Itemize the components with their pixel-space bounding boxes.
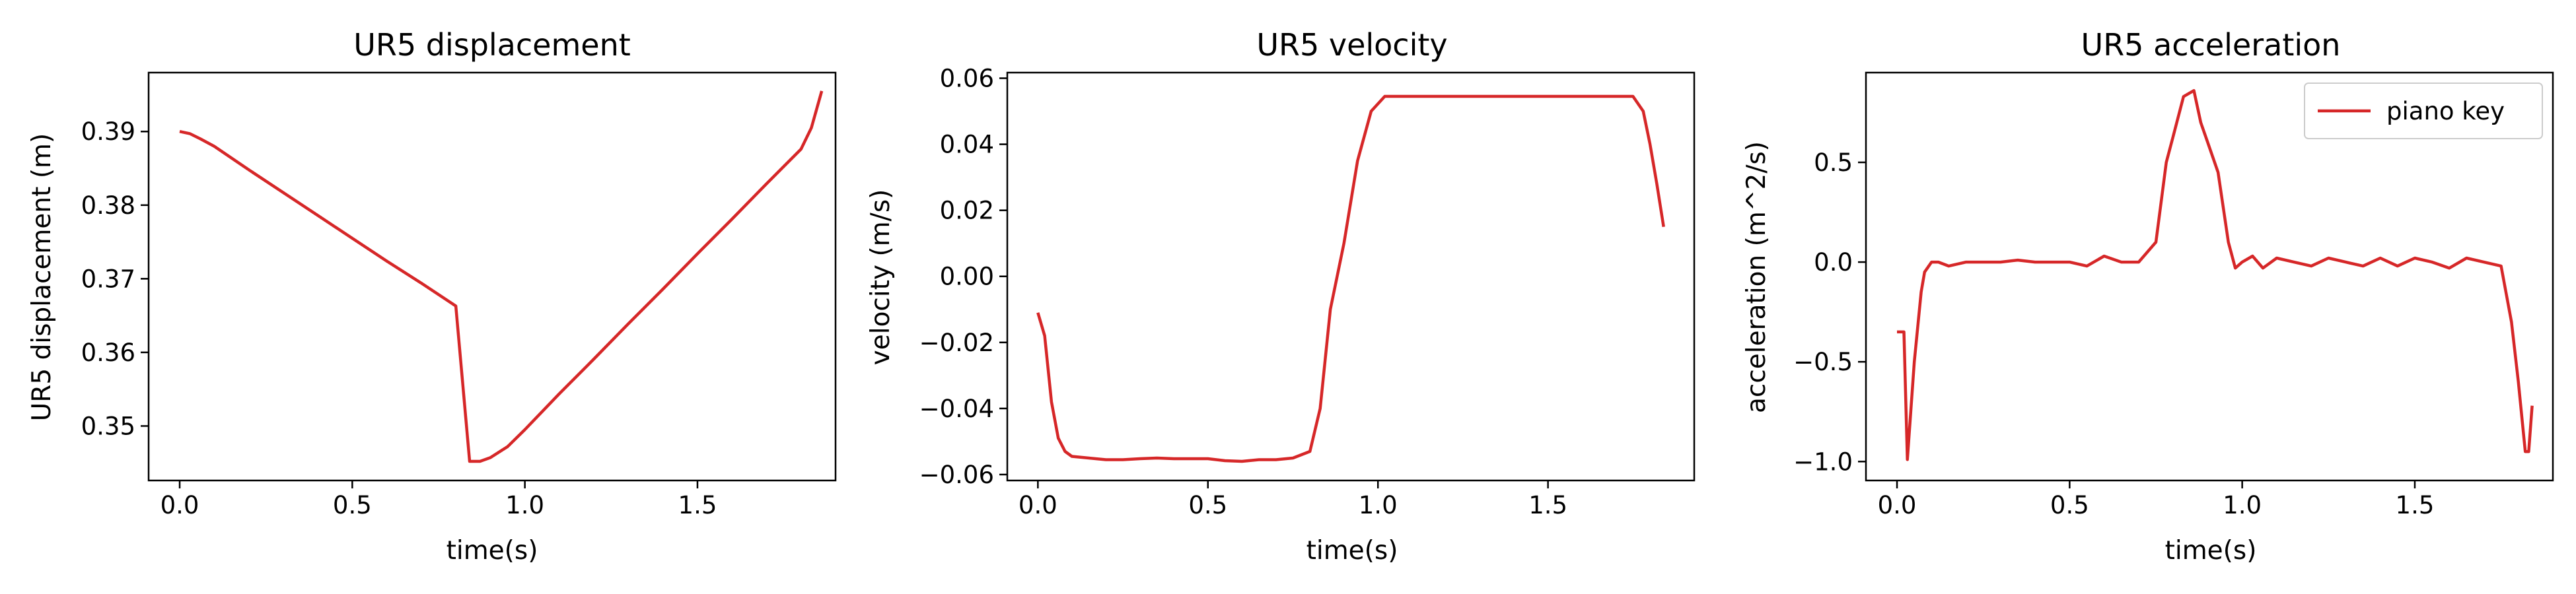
plot-frame [1006,71,1696,482]
legend-label: piano key [2386,97,2505,125]
y-tick-label: 0.00 [940,263,994,291]
x-tick-label: 1.5 [678,491,717,519]
x-tick-label: 0.0 [161,491,199,519]
y-axis-label: UR5 displacement (m) [27,133,57,422]
y-tick-label: −0.06 [919,461,994,489]
x-axis-label: time(s) [447,536,538,566]
y-tick-label: 0.02 [940,197,994,225]
series-line [1897,88,2534,461]
y-ticks: −1.0 −0.5 0.0 0.5 [1793,148,1866,476]
acceleration-panel: UR5 acceleration time(s) acceleration (m… [1742,27,2554,566]
legend-box [2304,82,2543,139]
plot-frame [147,71,837,482]
chart-title: UR5 acceleration [2081,27,2341,63]
plot-frame [1865,71,2554,482]
y-tick-label: 0.35 [81,412,135,440]
series-line [179,90,824,463]
series-group [179,90,824,463]
y-tick-label: −0.02 [919,329,994,357]
y-tick-label: 0.39 [81,117,135,146]
chart-title: UR5 displacement [353,27,631,63]
y-tick-label: 0.06 [940,65,994,93]
y-tick-label: 0.04 [940,131,994,159]
y-tick-label: −1.0 [1793,447,1853,476]
series-group [1897,88,2534,461]
y-tick-label: 0.36 [81,339,135,367]
x-ticks: 0.0 0.5 1.0 1.5 [1019,480,1567,519]
y-tick-label: −0.04 [919,395,994,423]
y-axis-label: velocity (m/s) [866,189,896,366]
x-axis-label: time(s) [1306,536,1398,566]
x-ticks: 0.0 0.5 1.0 1.5 [161,480,717,519]
velocity-panel: UR5 velocity time(s) velocity (m/s) 0.0 0… [866,27,1696,566]
series-group [1036,94,1665,463]
x-axis-label: time(s) [2165,536,2257,566]
x-tick-label: 1.5 [1528,491,1567,519]
y-tick-label: 0.0 [1814,248,1853,277]
chart-title: UR5 velocity [1256,27,1447,63]
y-tick-label: 0.37 [81,265,135,293]
x-tick-label: 1.0 [505,491,544,519]
y-ticks: −0.06 −0.04 −0.02 0.00 0.02 0.04 0.06 [919,65,1007,489]
x-tick-label: 0.5 [333,491,372,519]
x-tick-label: 1.0 [1359,491,1398,519]
x-tick-label: 1.0 [2223,491,2262,519]
y-axis-label: acceleration (m^2/s) [1742,141,1771,413]
displacement-panel: UR5 displacement time(s) UR5 displacemen… [27,27,837,566]
y-tick-label: 0.5 [1814,148,1853,177]
x-tick-label: 0.5 [2050,491,2089,519]
y-tick-label: −0.5 [1793,348,1853,376]
x-tick-label: 1.5 [2396,491,2435,519]
y-ticks: 0.35 0.36 0.37 0.38 0.39 [81,117,149,440]
y-tick-label: 0.38 [81,191,135,220]
legend: piano key [2304,82,2543,139]
x-tick-label: 0.5 [1188,491,1227,519]
x-tick-label: 0.0 [1878,491,1917,519]
x-tick-label: 0.0 [1019,491,1057,519]
x-ticks: 0.0 0.5 1.0 1.5 [1878,480,2435,519]
series-line [1036,94,1665,463]
